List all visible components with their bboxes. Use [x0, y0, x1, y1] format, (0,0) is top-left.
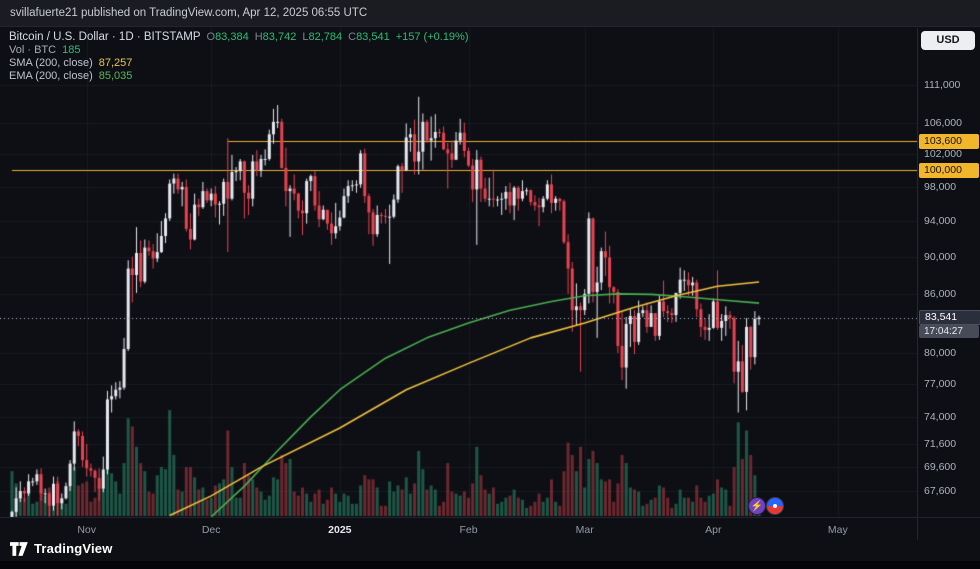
sma-value: 87,257	[98, 57, 133, 69]
time-axis-label: Nov	[77, 524, 97, 536]
price-axis-label: 102,000	[924, 148, 962, 161]
volume-value: 185	[62, 44, 81, 56]
change-value: +157 (+0.19%)	[395, 31, 469, 43]
high-label: H	[254, 31, 263, 43]
close-label: C	[348, 31, 357, 43]
sma-label: SMA (200, close)	[9, 57, 93, 69]
ema-label: EMA (200, close)	[9, 70, 93, 82]
price-level-tag[interactable]: 103,600	[919, 134, 979, 150]
last-price-tag: 83,541	[919, 309, 980, 325]
time-axis-label: Apr	[705, 524, 722, 536]
bottom-bar: TradingView	[0, 540, 980, 561]
symbol-title[interactable]: Bitcoin / U.S. Dollar · 1D · BITSTAMP	[9, 31, 201, 43]
volume-label: Vol · BTC	[9, 44, 57, 56]
open-value: 83,384	[215, 31, 249, 43]
reaction-badge-dot	[773, 504, 777, 508]
price-axis-label: 77,000	[924, 378, 957, 391]
price-axis-label: 67,600	[924, 485, 957, 497]
price-axis-label: 106,000	[924, 116, 962, 129]
low-label: L	[302, 31, 309, 43]
low-value: 82,784	[308, 31, 343, 43]
brand-text: TradingView	[34, 541, 113, 556]
close-value: 83,541	[356, 31, 390, 43]
price-axis-label: 74,000	[924, 410, 957, 423]
currency-toggle-button[interactable]: USD	[921, 31, 975, 50]
time-axis[interactable]: Nov Dec 2025 Feb Mar Apr May	[0, 517, 980, 541]
time-axis-label: 2025	[328, 524, 352, 536]
price-axis-label: 90,000	[924, 250, 957, 263]
sma-row: SMA (200, close) 87,257	[9, 57, 469, 70]
axis-separator	[917, 28, 918, 540]
reaction-lightning-icon[interactable]: ⚡	[748, 497, 766, 515]
high-value: 83,742	[262, 31, 297, 43]
price-axis[interactable]: 111,000 106,000 103,600 102,000 100,000 98,00…	[918, 0, 980, 569]
price-axis-label: 94,000	[924, 215, 957, 228]
bottom-strip	[0, 561, 980, 569]
tradingview-logo-icon	[10, 541, 28, 556]
legend: Bitcoin / U.S. Dollar · 1D · BITSTAMP O83…	[9, 31, 469, 83]
tradingview-brand-link[interactable]: TradingView	[10, 541, 113, 556]
price-level-tag[interactable]: 100,000	[919, 163, 979, 179]
open-label: O	[206, 31, 216, 43]
ema-row: EMA (200, close) 85,035	[9, 70, 469, 83]
reaction-badge-icon[interactable]	[766, 497, 784, 515]
time-axis-label: Feb	[459, 524, 478, 536]
bar-countdown-tag: 17:04:27	[919, 324, 979, 338]
price-axis-label: 80,000	[924, 347, 957, 360]
price-axis-label: 98,000	[924, 180, 957, 193]
price-axis-label: 69,600	[924, 461, 957, 474]
time-axis-label: Mar	[575, 524, 594, 536]
time-axis-label: May	[827, 524, 848, 536]
price-axis-label: 111,000	[924, 78, 961, 91]
volume-row: Vol · BTC 185	[9, 44, 469, 57]
time-axis-label: Dec	[201, 524, 221, 536]
symbol-row: Bitcoin / U.S. Dollar · 1D · BITSTAMP O83…	[9, 31, 469, 44]
ema-value: 85,035	[98, 70, 133, 82]
price-axis-label: 71,600	[924, 437, 957, 450]
price-axis-label: 86,000	[924, 287, 957, 300]
